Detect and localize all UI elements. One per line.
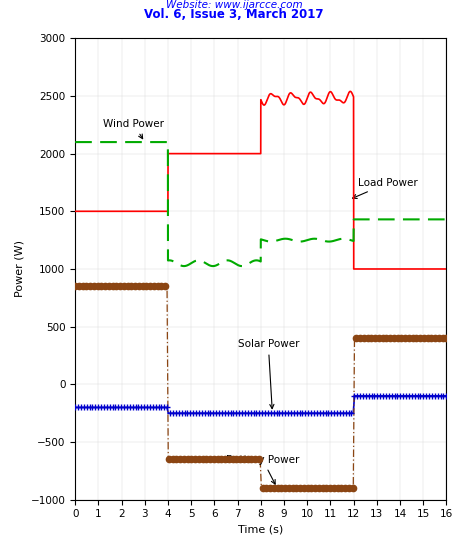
Text: Vol. 6, Issue 3, March 2017: Vol. 6, Issue 3, March 2017: [144, 8, 324, 20]
X-axis label: Time (s): Time (s): [238, 525, 284, 535]
Text: Load Power: Load Power: [352, 178, 418, 199]
Text: Solar Power: Solar Power: [238, 339, 299, 409]
Text: Website: www.ijarcce.com: Website: www.ijarcce.com: [166, 0, 302, 10]
Text: Wind Power: Wind Power: [103, 119, 164, 139]
Text: Battery Power: Battery Power: [226, 455, 300, 484]
Y-axis label: Power (W): Power (W): [15, 240, 25, 298]
